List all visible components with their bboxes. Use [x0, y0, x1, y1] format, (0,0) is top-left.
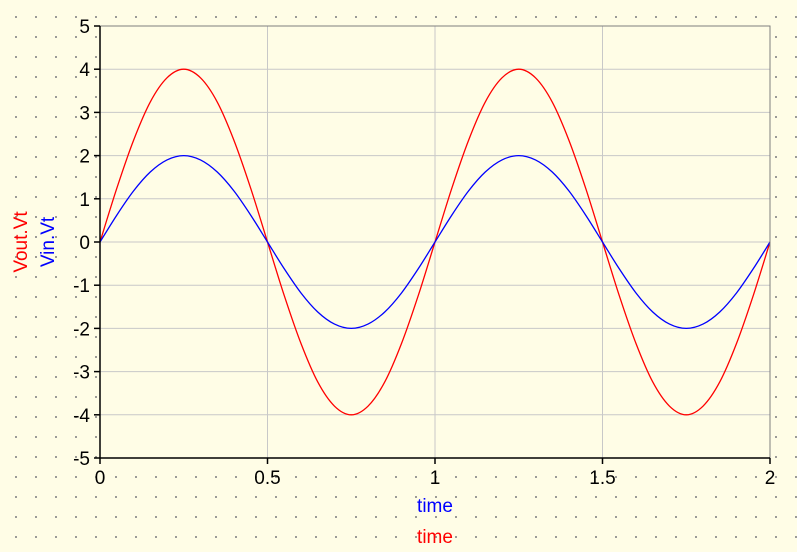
y-tick-label: 5 [79, 17, 90, 38]
series-line-vin [99, 154, 771, 330]
y-tick-label: -5 [73, 449, 90, 470]
y-tick-label: -3 [73, 363, 90, 384]
series-group [99, 68, 771, 416]
tick-marks [94, 25, 771, 464]
y-tick-label: -4 [73, 406, 90, 427]
y-tick-label: 0 [79, 233, 90, 254]
y-tick-label: -2 [73, 319, 90, 340]
y-tick-label: 3 [79, 103, 90, 124]
x-tick-label: 1 [430, 468, 441, 489]
x-tick-label: 0 [95, 468, 106, 489]
x-axis-title-vin: time [417, 496, 453, 517]
y-axis-title-vin: Vin.Vt [38, 216, 59, 267]
y-axis-title-vout: Vout.Vt [11, 211, 32, 273]
y-tick-labels: 5 4 3 2 1 0 -1 -2 -3 -4 -5 [73, 17, 90, 470]
y-tick-label: 2 [79, 147, 90, 168]
x-tick-label: 1.5 [589, 468, 615, 489]
y-tick-label: 1 [79, 190, 90, 211]
y-tick-label: -1 [73, 276, 90, 297]
x-tick-label: 0.5 [254, 468, 280, 489]
x-axis-title-vout: time [417, 527, 453, 548]
x-tick-labels: 0 0.5 1 1.5 2 [95, 468, 776, 489]
x-tick-label: 2 [765, 468, 776, 489]
y-tick-label: 4 [79, 60, 90, 81]
